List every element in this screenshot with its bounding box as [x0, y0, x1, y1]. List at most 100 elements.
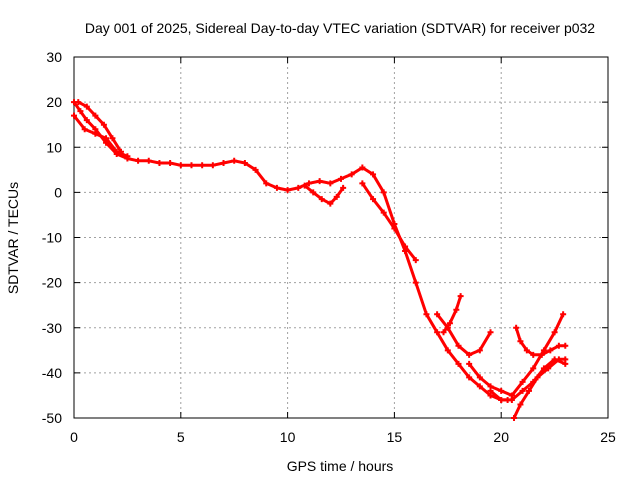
y-tick-label: 20 [46, 94, 62, 110]
axis-ticks: 0 5 10 15 20 25 -50 -40 -30 -20 -10 0 10 20 30 [42, 49, 616, 445]
data-point [466, 360, 473, 367]
data-point [109, 135, 116, 142]
data-point [83, 103, 90, 110]
data-point [402, 243, 409, 250]
y-axis-label: SDTVAR / TECUs [5, 182, 21, 294]
series-track-end-4 [514, 326, 567, 357]
data-point [476, 347, 483, 354]
data-point [380, 189, 387, 196]
data-point [135, 157, 142, 164]
data-point [316, 178, 323, 185]
data-point [511, 415, 518, 421]
data-point [340, 184, 347, 191]
x-tick-label: 15 [387, 429, 403, 445]
x-tick-label: 10 [280, 429, 296, 445]
data-point [145, 157, 152, 164]
data-point [466, 351, 473, 358]
x-tick-label: 25 [600, 429, 616, 445]
data-point [199, 162, 206, 169]
data-point [513, 324, 520, 331]
data-point [284, 187, 291, 194]
data-point [423, 311, 430, 318]
data-point [412, 257, 419, 264]
data-point [92, 112, 99, 119]
data-point [359, 180, 366, 187]
data-point [156, 160, 163, 167]
data-point [327, 200, 334, 207]
series-track-secondary [360, 181, 418, 262]
data-point [555, 342, 562, 349]
data-point [177, 162, 184, 169]
data-point [508, 392, 515, 399]
data-point [434, 329, 441, 336]
data-point [327, 180, 334, 187]
data-point [498, 387, 505, 394]
series-track-dip [303, 184, 345, 206]
data-point [523, 347, 530, 354]
y-tick-label: -40 [42, 365, 62, 381]
data-point [551, 329, 558, 336]
y-tick-label: -50 [42, 410, 62, 426]
data-point [252, 166, 259, 173]
data-point [440, 329, 447, 336]
data-point [295, 184, 302, 191]
y-tick-label: 10 [46, 139, 62, 155]
data-point [167, 160, 174, 167]
data-point [301, 182, 308, 189]
y-tick-label: 30 [46, 49, 62, 65]
data-point [305, 180, 312, 187]
data-point [453, 306, 460, 313]
y-tick-label: -20 [42, 275, 62, 291]
data-series [71, 99, 569, 421]
data-point [370, 196, 377, 203]
data-point [103, 135, 110, 142]
data-point [124, 153, 131, 160]
data-point [434, 311, 441, 318]
y-tick-label: -30 [42, 320, 62, 336]
data-point [530, 365, 537, 372]
data-point [380, 209, 387, 216]
data-point [71, 112, 77, 119]
data-point [412, 279, 419, 286]
data-point [100, 121, 107, 128]
data-point [241, 160, 248, 167]
x-tick-label: 0 [70, 429, 78, 445]
data-point [517, 401, 524, 408]
data-point [545, 365, 552, 372]
data-point [517, 338, 524, 345]
data-point [263, 180, 270, 187]
data-point [555, 356, 562, 363]
grid-lines [74, 57, 608, 418]
data-point [530, 351, 537, 358]
data-point [75, 99, 82, 106]
data-point [338, 175, 344, 182]
data-point [455, 342, 462, 349]
data-point [220, 160, 227, 167]
x-tick-label: 20 [493, 429, 509, 445]
data-point [562, 356, 569, 363]
data-point [476, 374, 483, 381]
data-point [487, 329, 494, 336]
data-point [310, 189, 317, 196]
series-track-branch-a [435, 312, 492, 357]
data-point [231, 157, 238, 164]
data-point [560, 311, 567, 318]
data-point [188, 162, 195, 169]
data-point [444, 347, 451, 354]
data-point [77, 108, 84, 115]
data-point [370, 171, 377, 178]
data-point [534, 374, 541, 381]
data-point [359, 164, 366, 171]
data-point [92, 130, 99, 137]
data-point [519, 378, 526, 385]
data-point [519, 387, 526, 394]
x-tick-label: 5 [177, 429, 185, 445]
data-point [547, 347, 554, 354]
data-point [318, 196, 325, 203]
data-point [83, 117, 90, 124]
x-axis-label: GPS time / hours [287, 458, 394, 474]
data-point [348, 171, 355, 178]
data-point [81, 126, 88, 133]
data-point [562, 342, 569, 349]
